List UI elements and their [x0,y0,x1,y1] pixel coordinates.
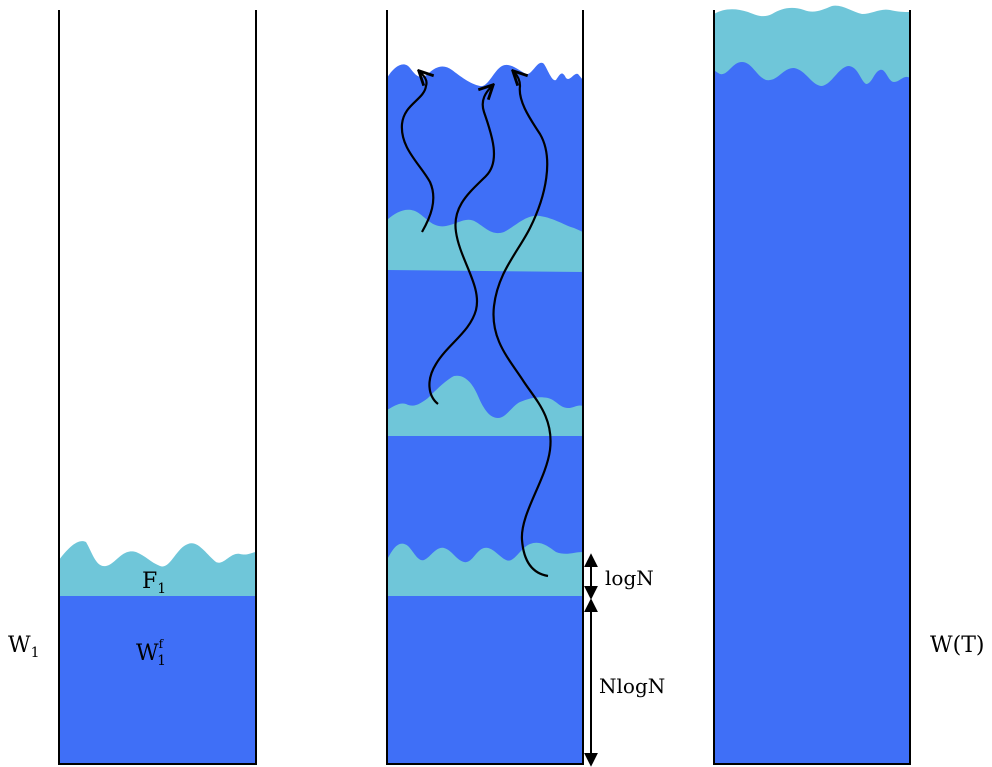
right-bulk-fill [714,60,910,764]
NlogN-label: NlogN [599,674,665,698]
middle-band-middle [387,375,583,436]
left-surface-layer [59,541,256,596]
left-bulk-label: Wf 1 [136,637,166,669]
logN-label: logN [605,566,654,590]
wander-path-2 [428,86,494,405]
middle-band-lower [387,542,583,596]
left-surface-label: F1 [142,569,166,597]
middle-panel: logN NlogN [386,10,665,767]
left-panel: W1 F1 Wf 1 [8,10,257,765]
middle-band-upper [387,209,583,272]
right-panel: W(T) [713,5,984,765]
right-label: W(T) [930,633,984,658]
left-bulk-fill [59,596,256,764]
wander-path-3 [492,72,552,578]
wander-path-1 [400,72,435,233]
right-top-layer [714,5,910,86]
left-outer-label: W1 [8,633,40,661]
